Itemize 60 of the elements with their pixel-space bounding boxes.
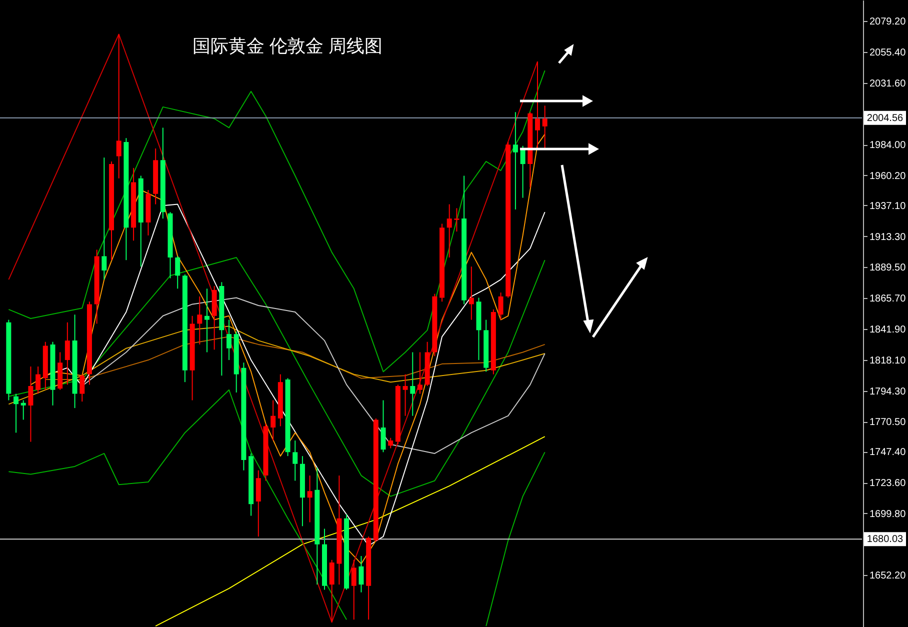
y-tick-label: 1818.10 — [870, 355, 906, 366]
candlestick — [468, 266, 474, 320]
candlestick — [512, 112, 518, 210]
line-series — [486, 452, 546, 627]
ref-line-label: 1680.03 — [866, 534, 904, 546]
candlestick — [20, 400, 26, 420]
candlestick — [36, 366, 41, 394]
y-tick-label: 1913.30 — [870, 232, 906, 243]
candlestick — [329, 559, 334, 623]
candlestick — [226, 319, 232, 361]
candlestick — [292, 440, 298, 482]
candlestick — [520, 145, 526, 198]
candlestick — [197, 296, 202, 345]
y-tick-label: 1652.20 — [870, 570, 906, 582]
candlestick — [256, 470, 261, 538]
y-tick-label: 1770.50 — [870, 417, 906, 428]
line-series — [30, 134, 546, 564]
line-series — [8, 34, 538, 623]
ref-line-label: 2004.56 — [866, 112, 904, 124]
y-tick-label: 1747.40 — [870, 447, 906, 458]
y-tick-label: 1794.30 — [870, 386, 906, 398]
y-tick-label: 1865.70 — [870, 294, 906, 305]
candlestick — [102, 157, 107, 280]
candlestick — [454, 208, 460, 232]
candlestick — [542, 105, 548, 149]
candlestick — [388, 437, 394, 449]
line-series — [8, 326, 546, 405]
candlestick — [80, 374, 85, 402]
candlestick — [270, 400, 276, 441]
candlestick — [351, 559, 356, 620]
y-tick-label: 2055.40 — [870, 47, 906, 58]
line-series — [8, 256, 546, 497]
candlestick — [28, 366, 34, 442]
line-series — [155, 436, 546, 627]
y-tick-label: 1723.60 — [870, 478, 906, 490]
line-series — [8, 70, 546, 372]
y-tick-label: 1841.90 — [870, 324, 906, 336]
candlestick — [402, 374, 408, 416]
candlestick — [358, 556, 364, 593]
y-tick-label: 1889.50 — [870, 262, 906, 274]
y-tick-label: 2079.20 — [870, 16, 906, 28]
candlestick — [307, 475, 312, 523]
candlestick — [204, 288, 210, 353]
y-tick-label: 1984.00 — [870, 140, 906, 152]
y-tick-label: 1960.20 — [870, 170, 906, 182]
candlestick — [417, 352, 422, 394]
candlestick — [175, 256, 180, 290]
text: 国际黄金 伦敦金 周线图 — [192, 36, 383, 56]
y-tick-label: 2031.60 — [870, 78, 906, 90]
line-series — [8, 389, 348, 620]
candlestick — [116, 34, 122, 179]
candlestick — [410, 352, 416, 416]
candlestick — [14, 393, 19, 434]
candlestick — [535, 61, 540, 150]
candlestick — [64, 322, 70, 386]
y-tick-label: 1699.80 — [870, 508, 906, 520]
candlestick — [446, 204, 452, 258]
candlestick — [498, 292, 504, 320]
candlestick — [380, 400, 386, 453]
y-tick-label: 1937.10 — [870, 200, 906, 212]
